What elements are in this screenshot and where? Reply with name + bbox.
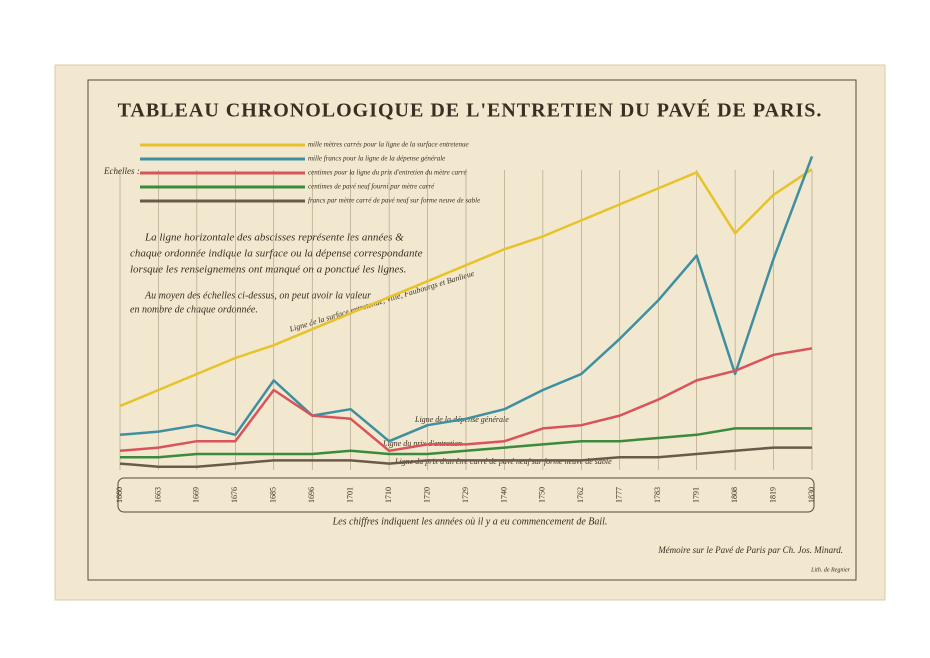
legend-label: mille francs pour la ligne de la dépense… [308, 155, 445, 163]
series-line [119, 446, 812, 469]
x-tick-label: 1750 [538, 487, 547, 503]
x-tick-label: 1710 [384, 487, 393, 503]
x-tick-label: 1791 [691, 487, 700, 503]
x-tick-label: 1696 [307, 487, 316, 503]
series-line [119, 168, 813, 408]
chart-title: TABLEAU CHRONOLOGIQUE DE L'ENTRETIEN DU … [118, 99, 823, 122]
x-tick-label: 1740 [499, 487, 508, 503]
x-tick-label: 1762 [576, 487, 585, 503]
series-line [119, 347, 813, 453]
legend-title: Echelles : [103, 166, 140, 176]
note: chaque ordonnée indique la surface ou la… [130, 248, 423, 260]
series-line [119, 155, 814, 443]
year-band [117, 477, 815, 513]
annotation: Ligne du prix d'entretien [382, 439, 462, 448]
x-tick-label: 1701 [345, 487, 354, 503]
caption: Les chiffres indiquent les années où il … [332, 516, 608, 527]
legend-label: francs par mètre carré de pavé neuf sur … [308, 197, 480, 205]
x-tick-label: 1729 [461, 487, 470, 503]
x-tick-label: 1660 [115, 487, 124, 503]
legend-label: mille mètres carrés pour la ligne de la … [308, 141, 469, 149]
legend-label: centimes pour la ligne du prix d'entreti… [308, 169, 468, 177]
paper [54, 64, 886, 601]
legend-label: centimes de pavé neuf fourni par mètre c… [308, 183, 435, 191]
x-tick-label: 1685 [269, 487, 278, 503]
note: La ligne horizontale des abscisses repré… [144, 232, 404, 244]
x-tick-label: 1720 [422, 487, 431, 503]
frame [87, 79, 857, 581]
x-tick-label: 1819 [768, 487, 777, 503]
x-tick-label: 1663 [153, 487, 162, 503]
x-tick-label: 1676 [230, 487, 239, 503]
x-tick-label: 1669 [192, 487, 201, 503]
x-tick-label: 1830 [807, 487, 816, 503]
printer: Lith. de Regnier [810, 567, 850, 573]
note: Au moyen des échelles ci-dessus, on peut… [144, 290, 371, 301]
x-tick-label: 1783 [653, 487, 662, 503]
note: lorsque les renseignemens ont manqué on … [130, 264, 406, 276]
x-tick-label: 1777 [615, 487, 624, 503]
x-tick-label: 1808 [730, 487, 739, 503]
series-line [120, 427, 812, 459]
note: en nombre de chaque ordonnée. [130, 304, 258, 315]
signature: Mémoire sur le Pavé de Paris par Ch. Jos… [657, 545, 843, 555]
